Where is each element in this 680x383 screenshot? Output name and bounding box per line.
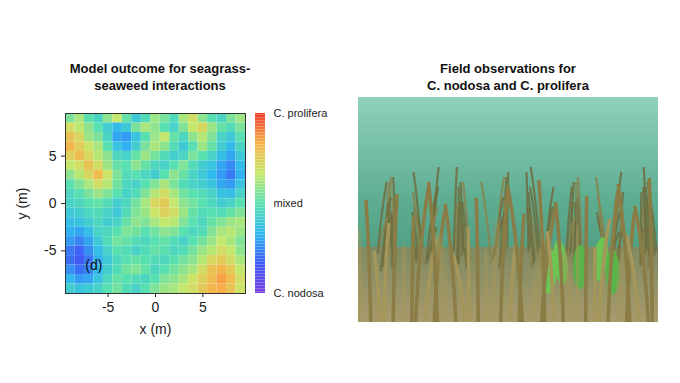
svg-text:0: 0 [49, 195, 57, 211]
svg-text:(d): (d) [85, 257, 102, 273]
svg-text:mixed: mixed [274, 197, 303, 209]
svg-text:5: 5 [199, 299, 207, 315]
html-text:Model outcome for seagrass- se: Model outcome for seagrass- seaweed inte… [69, 61, 251, 93]
svg-text:y (m): y (m) [14, 188, 30, 220]
svg-text:0: 0 [152, 299, 160, 315]
svg-text:x (m): x (m) [140, 321, 172, 337]
html-text:Field observations for C. nodo: Field observations for C. nodosa and C. … [427, 61, 589, 93]
svg-text:-5: -5 [44, 242, 57, 258]
svg-text:C. nodosa: C. nodosa [274, 287, 325, 299]
svg-text:C. prolifera: C. prolifera [274, 107, 329, 119]
svg-text:-5: -5 [102, 299, 115, 315]
svg-text:5: 5 [49, 148, 57, 164]
